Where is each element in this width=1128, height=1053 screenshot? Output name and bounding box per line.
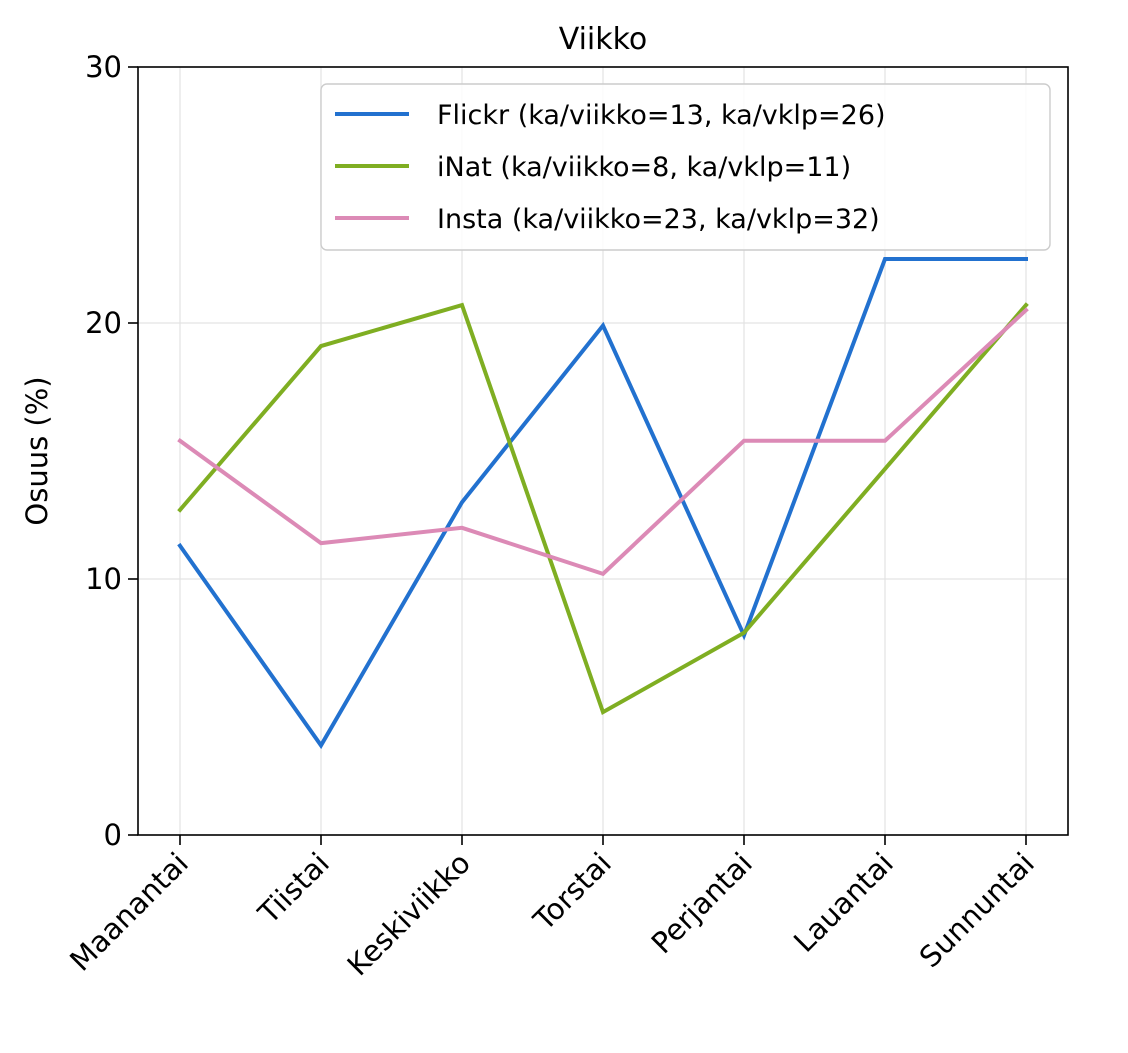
legend-box	[320, 83, 1051, 251]
x-tick-label: Maanantai	[63, 846, 195, 978]
x-tick-label: Perjantai	[645, 846, 759, 960]
series-lines	[177, 257, 1029, 750]
x-tick-label: Lauantai	[787, 846, 900, 959]
chart-title: Viikko	[559, 22, 648, 57]
legend-label: Insta (ka/viikko=23, ka/vklp=32)	[437, 204, 880, 235]
legend-label: iNat (ka/viikko=8, ka/vklp=11)	[437, 152, 851, 183]
y-tick-label: 20	[85, 306, 122, 340]
legend-label: Flickr (ka/viikko=13, ka/vklp=26)	[437, 100, 886, 131]
y-tick-label: 10	[85, 562, 122, 596]
x-tick-label: Keskiviikko	[341, 846, 477, 982]
x-tick-label: Tiistai	[251, 846, 336, 931]
series-line-1	[177, 302, 1029, 716]
y-tick-label: 0	[104, 818, 122, 852]
x-tick-label: Torstai	[526, 846, 618, 938]
x-tick-label: Sunnuntai	[913, 846, 1041, 974]
series-line-0	[177, 257, 1028, 750]
y-tick-label: 30	[85, 50, 122, 84]
y-axis-label: Osuus (%)	[20, 376, 54, 525]
legend: Flickr (ka/viikko=13, ka/vklp=26) iNat (k…	[320, 83, 1051, 251]
series-line-2	[177, 307, 1029, 577]
